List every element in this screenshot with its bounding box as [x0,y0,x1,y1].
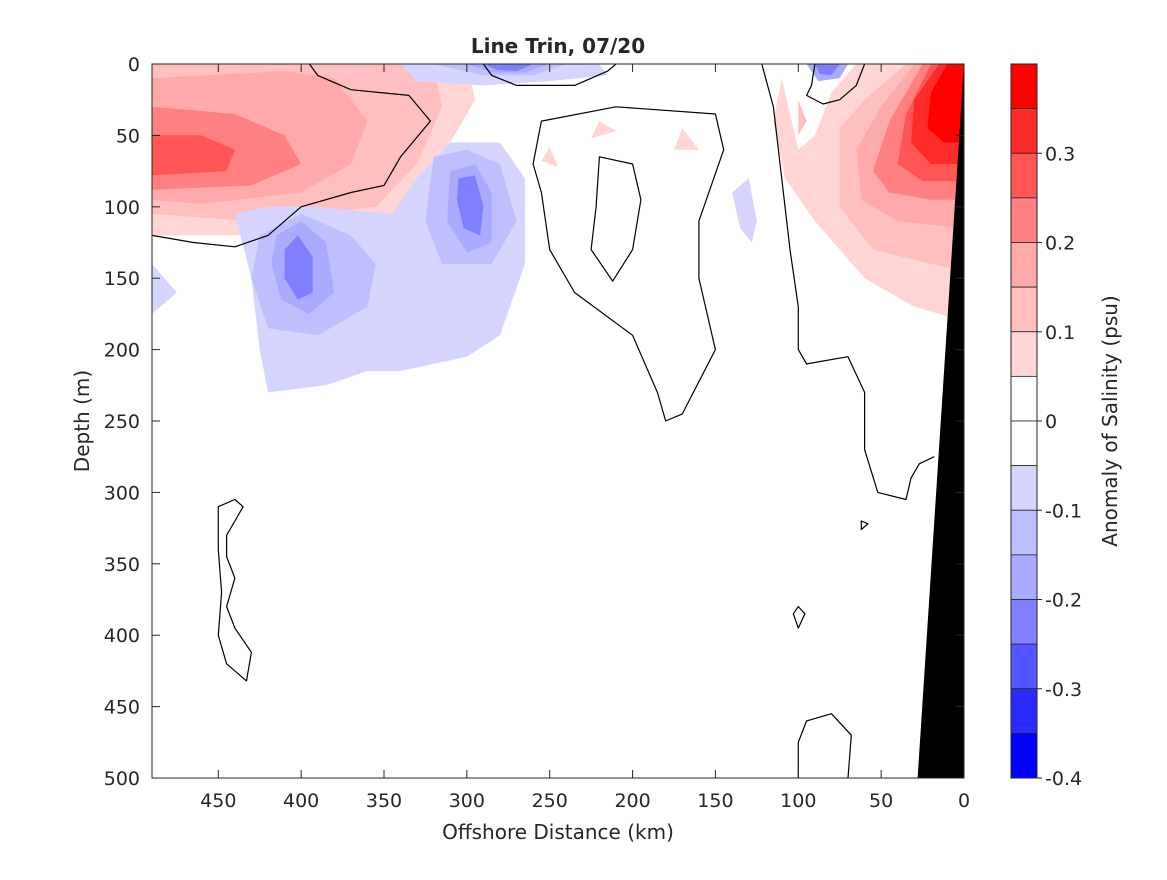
colorbar-band [1010,732,1038,779]
colorbar-band [1010,331,1038,377]
zero-contour-line [805,64,866,105]
colorbar-band [1010,242,1038,288]
colorbar-band [1010,643,1038,690]
seafloor-shape [917,64,964,778]
zero-contour-line [152,64,431,248]
y-tick-label: 400 [104,625,140,647]
anomaly-region [152,135,235,176]
x-tick-label: 450 [200,790,236,812]
colorbar-tick-label: -0.1 [1045,500,1082,522]
colorbar-tick-label: 0.1 [1045,322,1075,344]
colorbar-band [1010,197,1038,243]
anomaly-region [591,121,616,139]
zero-contour-line [532,106,725,422]
y-tick-label: 200 [104,340,140,362]
anomaly-region [456,175,484,236]
y-tick-label: 350 [104,554,140,576]
zero-contour-line [792,605,806,629]
zero-contour-line [217,498,252,682]
colorbar-tick-label: 0.3 [1045,143,1075,165]
colorbar-band [1010,63,1038,110]
anomaly-region [541,146,558,167]
colorbar-band [1010,420,1038,467]
y-tick-label: 150 [104,268,140,290]
x-tick-label: 250 [532,790,568,812]
x-tick-label: 400 [283,790,319,812]
anomaly-region [798,99,807,136]
zero-contour-line [761,64,935,501]
colorbar-band [1010,509,1038,556]
x-tick-label: 350 [366,790,402,812]
colorbar-tick-label: -0.2 [1045,590,1082,612]
chart-title: Line Trin, 07/20 [471,34,645,58]
anomaly-region [732,178,757,243]
zero-contour-line [590,156,642,282]
anomaly-region [483,64,534,72]
anomaly-region [674,128,699,150]
colorbar-band [1010,465,1038,511]
y-axis-label: Depth (m) [70,370,94,472]
colorbar-band [1010,286,1038,333]
x-tick-label: 100 [780,790,816,812]
colorbar: 0.3 0.2 0.1 0 -0.1 -0.2 -0.3 -0.4 [1010,63,1082,790]
colorbar-band [1010,375,1038,422]
y-tick-label: 500 [104,768,140,790]
y-tick-label: 50 [116,125,140,147]
colorbar-band [1010,554,1038,600]
anomaly-region [814,64,840,76]
colorbar-tick-label: 0 [1045,411,1057,433]
zero-contour-line [482,64,617,87]
zero-contour-line [797,713,852,778]
y-tick-label: 0 [128,54,140,76]
x-tick-label: 50 [869,790,893,812]
colorbar-band [1010,599,1038,645]
colorbar-band [1010,152,1038,199]
seafloor [917,64,964,778]
zero-contours [152,64,935,778]
colorbar-label: Anomaly of Salinity (psu) [1098,295,1122,546]
anomaly-fills [152,64,964,393]
y-tick-label: 250 [104,411,140,433]
y-axis-ticks: 0 50 100 150 200 250 300 350 400 450 500 [104,54,964,790]
anomaly-region [927,64,964,143]
x-axis-ticks: 450 400 350 300 250 200 150 100 50 0 [200,64,970,812]
colorbar-tick-label: 0.2 [1045,233,1075,255]
y-tick-label: 450 [104,697,140,719]
x-tick-label: 300 [449,790,485,812]
y-tick-label: 100 [104,197,140,219]
colorbar-tick-label: -0.3 [1045,679,1082,701]
anomaly-region [152,263,177,314]
colorbar-band [1010,688,1038,734]
x-tick-label: 200 [614,790,650,812]
colorbar-band [1010,108,1038,154]
colorbar-tick-label: -0.4 [1045,768,1082,790]
x-tick-label: 150 [697,790,733,812]
x-axis-label: Offshore Distance (km) [442,820,674,844]
zero-contour-line [860,520,869,531]
anomaly-region [284,235,313,300]
y-tick-label: 300 [104,482,140,504]
x-tick-label: 0 [958,790,970,812]
